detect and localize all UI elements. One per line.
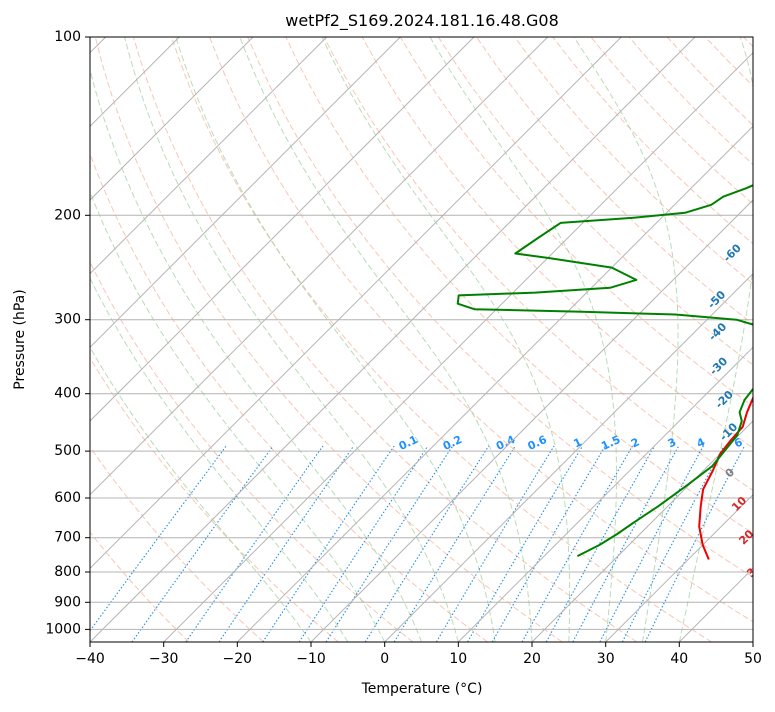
- x-tick-label: 0: [380, 651, 389, 667]
- y-tick-label: 900: [54, 594, 81, 610]
- y-axis-label: Pressure (hPa): [12, 289, 28, 389]
- y-tick-label: 200: [54, 207, 81, 223]
- x-tick-label: −10: [296, 651, 326, 667]
- y-tick-label: 500: [54, 443, 81, 459]
- x-tick-label: 20: [523, 651, 541, 667]
- y-tick-label: 800: [54, 564, 81, 580]
- x-tick-label: 40: [670, 651, 688, 667]
- y-tick-label: 700: [54, 530, 81, 546]
- x-tick-label: −20: [223, 651, 253, 667]
- y-tick-label: 1000: [45, 621, 81, 637]
- x-tick-label: −30: [149, 651, 179, 667]
- y-tick-label: 300: [54, 312, 81, 328]
- y-tick-label: 100: [54, 29, 81, 45]
- chart-title: wetPf2_S169.2024.181.16.48.G08: [285, 11, 559, 31]
- x-axis-label: Temperature (°C): [361, 681, 483, 697]
- y-tick-label: 600: [54, 490, 81, 506]
- x-tick-label: 50: [744, 651, 762, 667]
- y-tick-label: 400: [54, 386, 81, 402]
- x-tick-label: 10: [449, 651, 467, 667]
- x-tick-label: −40: [75, 651, 105, 667]
- x-tick-label: 30: [597, 651, 615, 667]
